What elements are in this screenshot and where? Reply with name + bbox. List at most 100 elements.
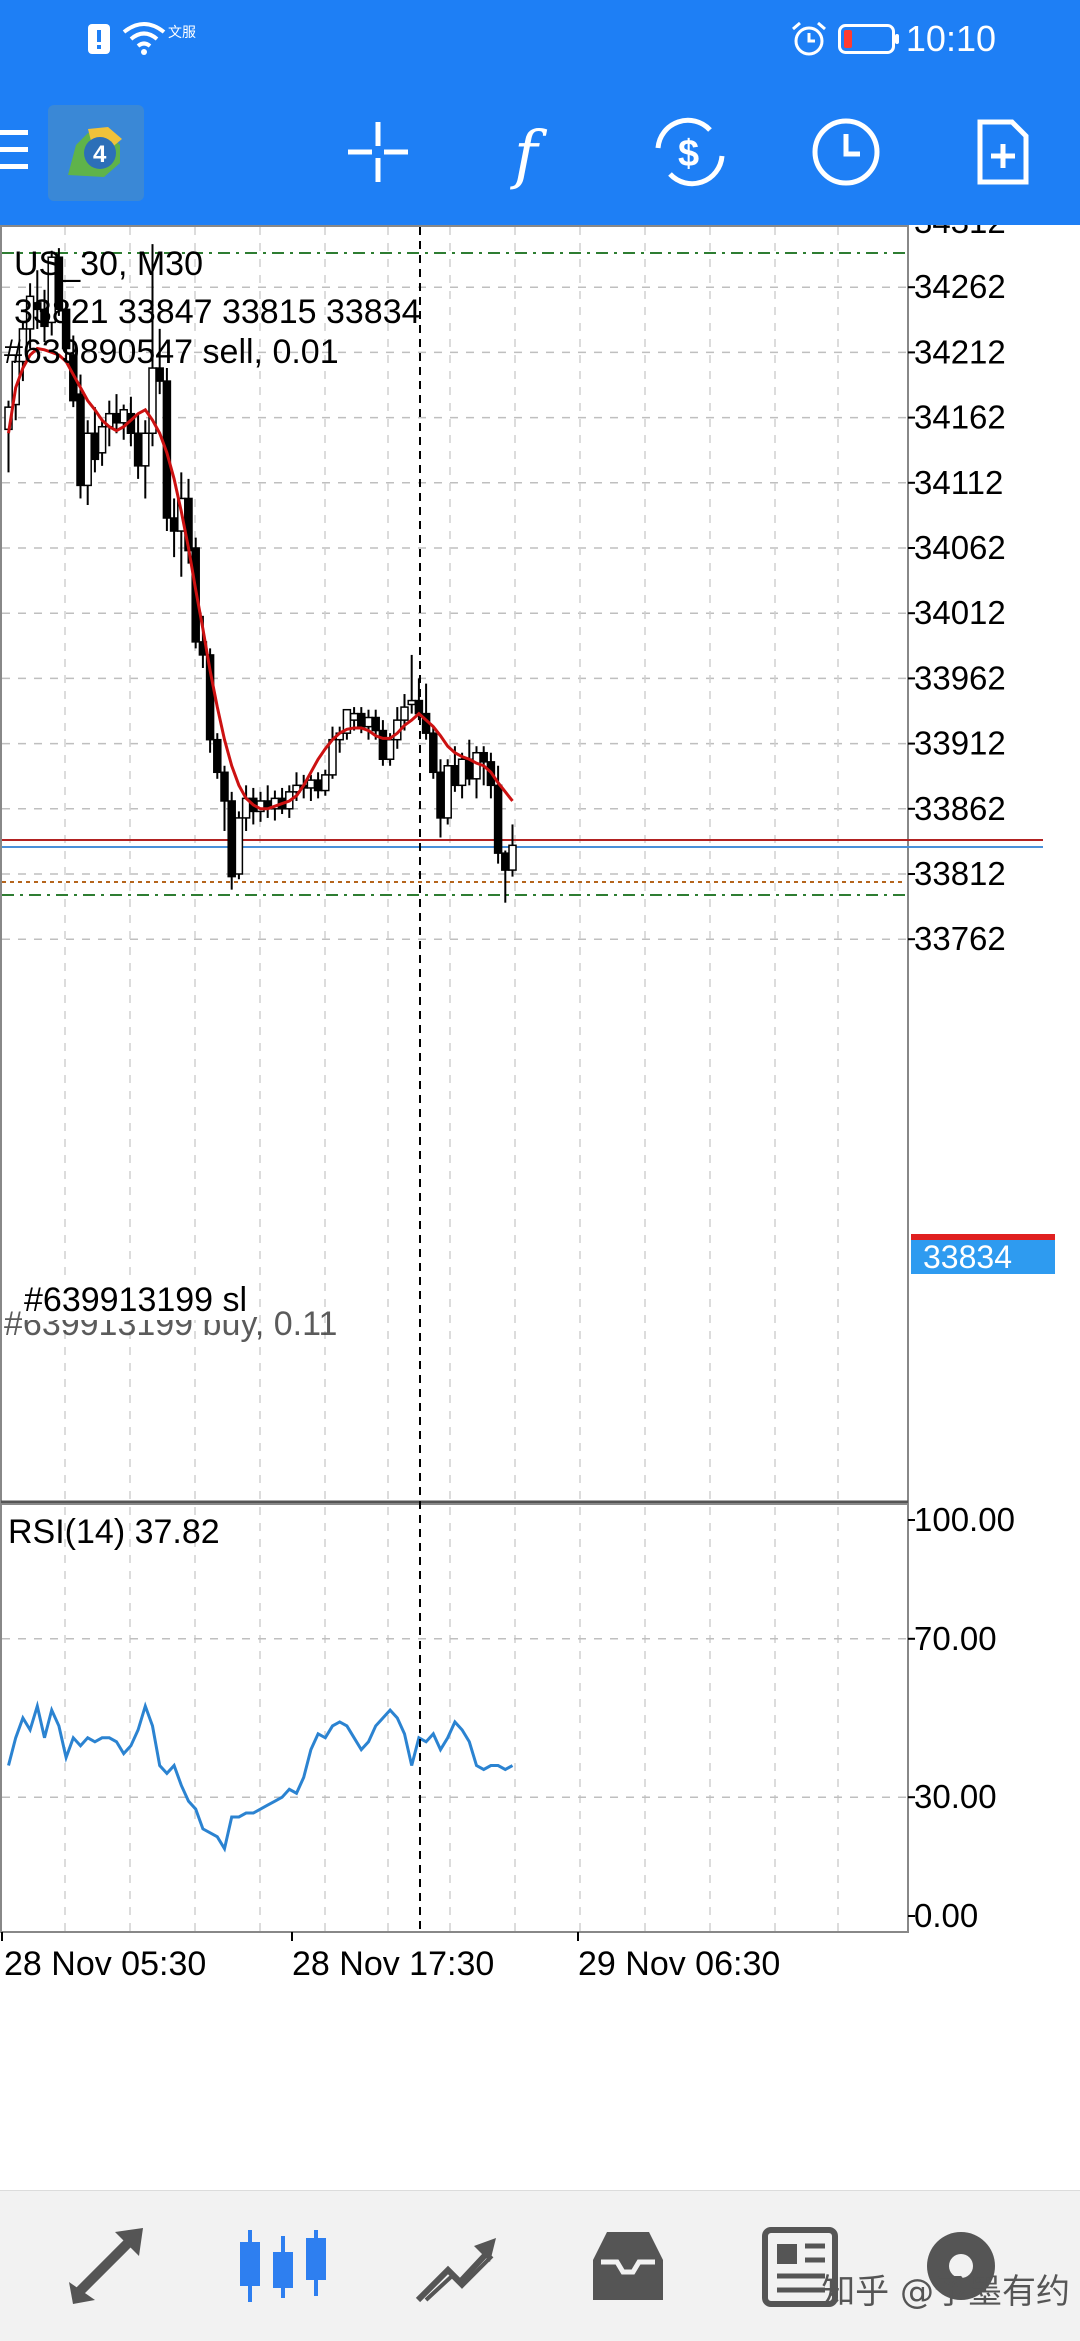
candle <box>11 360 20 406</box>
function-icon[interactable]: f <box>484 102 584 202</box>
moving-average-line <box>7 346 514 811</box>
svg-text:$: $ <box>678 133 699 175</box>
time-tick-label: 28 Nov 05:30 <box>4 1945 206 1983</box>
rsi-polyline <box>7 1700 514 1853</box>
metatrader4-logo[interactable]: 4 <box>48 105 144 201</box>
svg-text:4: 4 <box>93 141 107 168</box>
chart-area[interactable]: 34312 34262 34212 34162 34112 34062 34012 33962… <box>0 225 1080 2190</box>
chart-grid <box>2 227 906 1932</box>
candle <box>61 308 71 350</box>
price-tick-label: 34012 <box>914 594 1006 631</box>
price-tick-label: 33962 <box>914 659 1006 696</box>
current-price-badge: 33834 <box>911 1234 1055 1274</box>
price-tick-label: 34262 <box>914 268 1006 305</box>
candle <box>76 393 85 487</box>
rsi-tick-label: 100.00 <box>914 1501 1015 1538</box>
ohlc-values: 33821 33847 33815 33834 <box>14 293 421 331</box>
price-tick-label: 34062 <box>914 529 1006 566</box>
rsi-label: RSI(14) 37.82 <box>8 1513 220 1551</box>
current-price: 33834 <box>923 1239 1012 1275</box>
candle <box>450 765 460 787</box>
candle <box>321 774 330 792</box>
candle <box>385 738 395 760</box>
candle <box>493 784 503 854</box>
crosshair-icon[interactable] <box>328 102 428 202</box>
candle <box>371 716 380 732</box>
candle <box>479 751 488 763</box>
ma-polyline <box>7 346 514 811</box>
candle <box>97 425 107 454</box>
history-icon[interactable] <box>573 2216 683 2316</box>
news-icon[interactable] <box>745 2216 855 2316</box>
watermark: 知乎 @予墨有约 <box>821 2272 1070 2312</box>
trade-icon[interactable] <box>400 2216 510 2316</box>
candle <box>227 800 236 878</box>
quotes-icon[interactable] <box>55 2216 165 2316</box>
candle <box>234 817 244 875</box>
candle <box>33 302 42 311</box>
candle <box>364 716 373 728</box>
symbol-title: US_30, M30 <box>14 245 203 283</box>
alert-icon <box>88 24 110 54</box>
candle <box>443 765 452 819</box>
candle <box>83 432 92 487</box>
candle <box>25 295 35 330</box>
lte-badge: 文服 <box>168 25 196 41</box>
rsi-line <box>7 1700 514 1853</box>
price-tick-label: 33862 <box>914 790 1006 827</box>
candle <box>436 771 445 819</box>
candle <box>213 738 222 774</box>
candle <box>18 328 28 363</box>
time-tick-label: 29 Nov 06:30 <box>578 1945 780 1983</box>
candle <box>342 708 352 734</box>
candle <box>400 706 409 721</box>
bottom-navigation: 知乎 @予墨有约 <box>0 2190 1080 2341</box>
candle <box>54 256 64 311</box>
dollar-refresh-icon[interactable]: $ <box>640 102 740 202</box>
settings-icon[interactable] <box>905 2216 1015 2316</box>
new-document-icon[interactable] <box>952 102 1052 202</box>
candle <box>205 654 215 741</box>
wifi-icon <box>122 22 166 55</box>
rsi-tick-label: 0.00 <box>914 1897 978 1934</box>
price-chart[interactable]: 34312 34262 34212 34162 34112 34062 34012 33962… <box>0 225 1080 2190</box>
candle <box>429 732 438 774</box>
status-bar: 文服 10:10 <box>0 0 1080 80</box>
clock-time: 10:10 <box>905 18 996 59</box>
price-axis: 34312 34262 34212 34162 34112 34062 34012 33962… <box>908 225 1006 957</box>
candle <box>141 432 150 467</box>
candle <box>508 844 517 871</box>
battery-icon <box>838 24 899 54</box>
candle <box>119 409 128 424</box>
candle <box>112 412 121 424</box>
rsi-axis: 100.00 70.00 30.00 0.00 <box>908 1501 1015 1934</box>
candle <box>357 712 366 728</box>
candle <box>472 751 481 780</box>
price-tick-label: 33762 <box>914 920 1006 957</box>
candle <box>306 779 316 789</box>
candle <box>90 432 100 461</box>
alarm-icon <box>792 21 826 56</box>
candle <box>133 432 143 467</box>
candle <box>457 758 467 787</box>
candle <box>155 367 164 382</box>
price-tick-label: 34312 <box>914 225 1006 240</box>
chart-icon[interactable] <box>228 2216 338 2316</box>
price-tick-label: 33812 <box>914 855 1006 892</box>
price-tick-label: 33912 <box>914 725 1006 762</box>
clock-icon[interactable] <box>796 102 896 202</box>
time-tick-label: 28 Nov 17:30 <box>292 1945 494 1983</box>
candle <box>220 771 229 802</box>
order-sl-label: #639913199 sl <box>22 1281 250 1320</box>
candle <box>148 367 157 434</box>
candle <box>407 699 416 706</box>
price-tick-label: 34162 <box>914 399 1006 436</box>
time-axis: 28 Nov 05:30 28 Nov 17:30 29 Nov 06:30 <box>1 1932 780 1983</box>
order-sell-label: #639890547 sell, 0.01 <box>4 333 339 371</box>
hamburger-icon[interactable] <box>0 128 30 172</box>
price-tick-label: 34212 <box>914 333 1006 370</box>
price-tick-label: 34112 <box>914 464 1003 501</box>
candle <box>313 779 323 792</box>
rsi-tick-label: 30.00 <box>914 1778 997 1815</box>
candle <box>349 712 359 721</box>
